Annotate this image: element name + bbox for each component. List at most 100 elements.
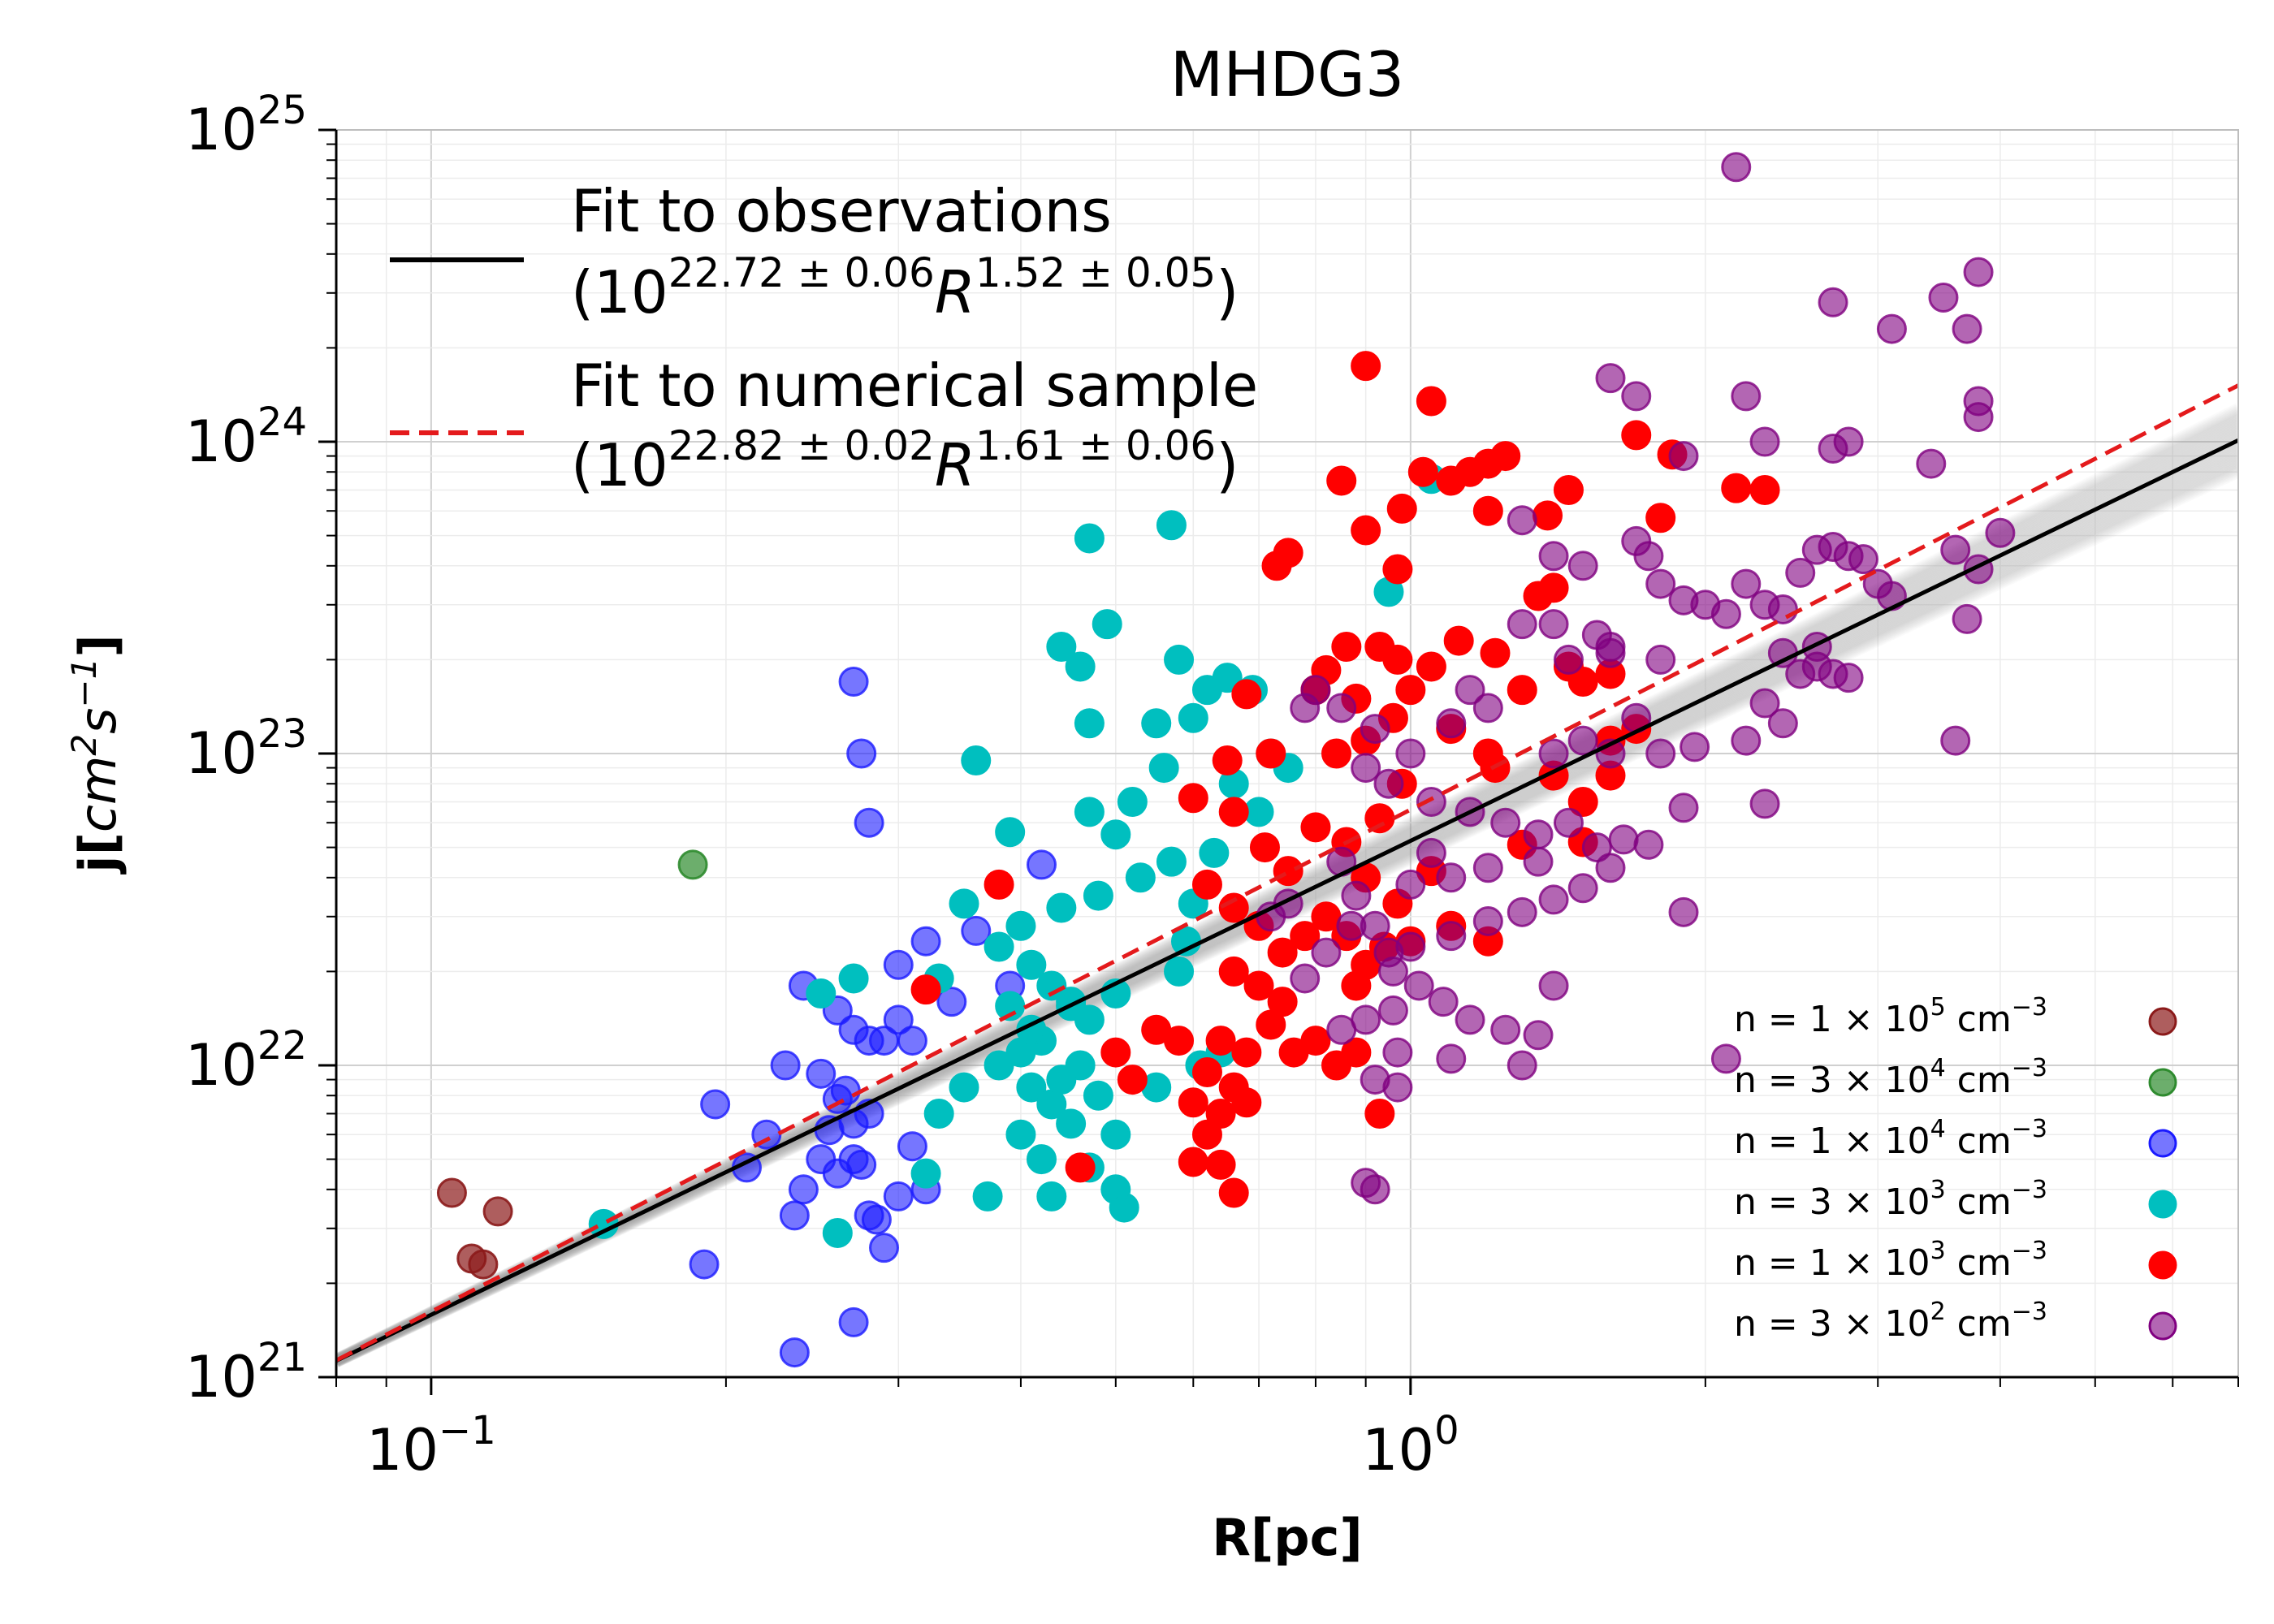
scatter-point — [1005, 1119, 1036, 1150]
scatter-point — [1928, 282, 1959, 313]
x-tick-label: 100 — [1362, 1408, 1459, 1484]
scatter-point — [1109, 1192, 1139, 1223]
scatter-point — [1443, 625, 1474, 656]
scatter-point — [1595, 637, 1626, 668]
density-legend-label: n = 1 × 103 cm−3 — [1734, 1237, 2047, 1284]
scatter-point — [883, 1004, 914, 1035]
scatter-point — [1005, 910, 1036, 941]
scatter-point — [1243, 797, 1274, 827]
scatter-point — [1567, 786, 1598, 817]
scatter-point — [1321, 738, 1352, 769]
scatter-point — [1341, 970, 1372, 1001]
legend-obs-f3: R — [935, 258, 975, 326]
x-tick-label: 10−1 — [366, 1408, 496, 1484]
scatter-point — [1645, 503, 1676, 533]
scatter-point — [1083, 880, 1113, 911]
scatter-point — [468, 1249, 499, 1280]
scatter-point — [972, 1181, 1003, 1212]
scatter-point — [1710, 1043, 1741, 1074]
scatter-point — [1218, 1177, 1249, 1208]
scatter-point — [436, 1177, 467, 1208]
scatter-point — [1645, 644, 1676, 675]
scatter-point — [1290, 963, 1321, 994]
scatter-point — [1985, 517, 2016, 548]
legend-num-f2: 22.82 ± 0.02 — [668, 422, 935, 469]
scatter-point — [1148, 753, 1179, 784]
scatter-point — [1621, 381, 1652, 412]
scatter-point — [1436, 921, 1467, 952]
scatter-point — [1092, 609, 1122, 640]
y-tick-label: 1022 — [185, 1023, 307, 1099]
scatter-point — [1581, 832, 1612, 863]
scatter-point — [984, 1050, 1014, 1081]
scatter-point — [897, 1026, 927, 1056]
scatter-point — [1218, 956, 1249, 987]
scatter-point — [1267, 937, 1298, 968]
scatter-point — [1341, 880, 1372, 911]
scatter-point — [1490, 807, 1521, 838]
scatter-point — [1416, 837, 1446, 868]
scatter-point — [1056, 1108, 1087, 1139]
scatter-point — [689, 1249, 720, 1280]
scatter-point — [1382, 1072, 1413, 1103]
scatter-point — [1243, 970, 1274, 1001]
scatter-point — [1249, 832, 1280, 863]
density-legend-marker — [2148, 1250, 2177, 1280]
density-legend-label: n = 1 × 105 cm−3 — [1734, 993, 2047, 1040]
scatter-point — [1156, 510, 1187, 541]
scatter-point — [1455, 1004, 1485, 1035]
scatter-point — [1178, 1087, 1208, 1118]
scatter-point — [1273, 856, 1303, 887]
scatter-point — [961, 915, 992, 946]
y-tick-label: 1025 — [185, 88, 307, 163]
scatter-point — [1351, 753, 1381, 784]
scatter-point — [1178, 702, 1208, 733]
scatter-point — [1256, 738, 1286, 769]
scatter-point — [846, 738, 877, 769]
scatter-point — [1231, 679, 1262, 710]
scatter-point — [1212, 663, 1243, 693]
scatter-point — [1436, 1043, 1467, 1074]
scatter-point — [1523, 846, 1554, 877]
scatter-point — [1767, 708, 1798, 739]
scatter-point — [949, 1072, 979, 1103]
y-tick-label: 1023 — [185, 711, 307, 787]
y-tick-label: 1024 — [185, 400, 307, 475]
scatter-point — [770, 1050, 801, 1081]
scatter-point — [1377, 956, 1408, 987]
scatter-point — [1507, 609, 1537, 640]
scatter-point — [779, 1337, 810, 1368]
scatter-point — [949, 888, 979, 919]
scatter-point — [1326, 1014, 1357, 1045]
scatter-point — [1341, 1037, 1372, 1068]
band-line — [336, 411, 2238, 1365]
scatter-point — [1595, 853, 1626, 883]
scatter-point — [1074, 708, 1105, 739]
density-legend-label: n = 1 × 104 cm−3 — [1734, 1115, 2047, 1162]
scatter-point — [1621, 420, 1652, 451]
scatter-point — [854, 807, 884, 838]
scatter-point — [1300, 1026, 1331, 1056]
scatter-point — [1074, 797, 1105, 827]
legend-num-label: Fit to numerical sample — [571, 352, 1258, 420]
scatter-point — [806, 1058, 837, 1089]
scatter-point — [1523, 819, 1554, 850]
scatter-point — [1876, 313, 1907, 344]
y-tick-label: 1021 — [185, 1335, 307, 1410]
scatter-point — [1065, 1050, 1096, 1081]
scatter-point — [838, 963, 869, 994]
scatter-point — [1360, 1174, 1390, 1205]
scatter-point — [1218, 892, 1249, 923]
scatter-point — [806, 978, 837, 1009]
scatter-point — [1065, 1152, 1096, 1183]
scatter-point — [1523, 1020, 1554, 1051]
scatter-point — [838, 667, 869, 698]
scatter-point — [1351, 515, 1381, 546]
scatter-point — [1416, 386, 1446, 417]
legend-num-f3: R — [935, 431, 975, 499]
scatter-point — [1407, 456, 1438, 487]
scatter-point — [1416, 786, 1446, 817]
scatter-point — [897, 1131, 927, 1162]
scatter-point — [1538, 609, 1569, 640]
